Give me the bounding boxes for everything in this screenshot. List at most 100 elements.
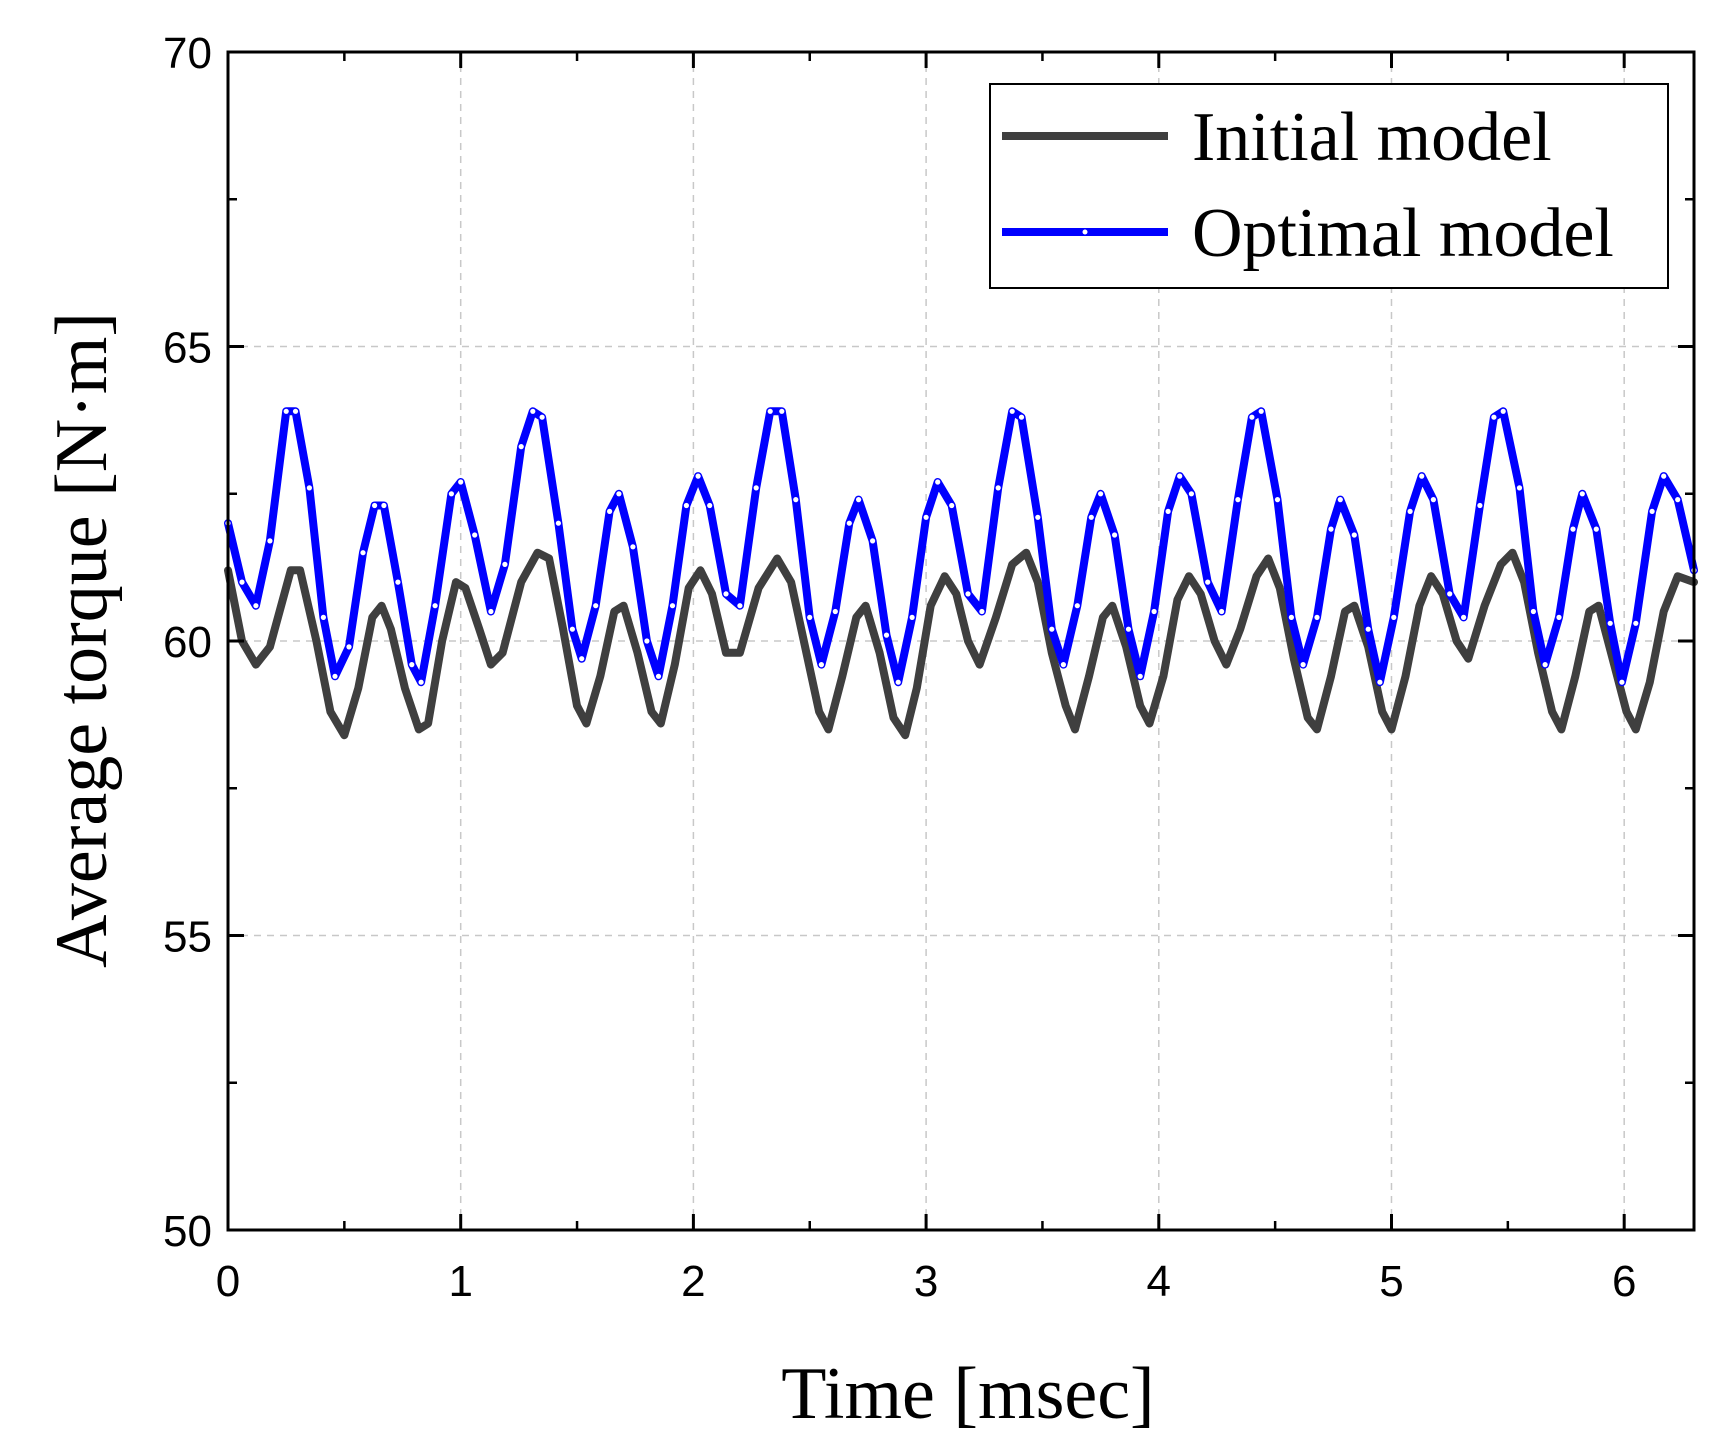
y-tick-label: 65 (163, 324, 212, 373)
data-point-optimal-model (1491, 414, 1497, 420)
data-point-optimal-model (856, 497, 862, 503)
data-point-optimal-model (569, 626, 576, 632)
data-point-optimal-model (360, 550, 366, 556)
data-point-optimal-model (409, 662, 415, 668)
data-point-optimal-model (1477, 502, 1483, 509)
data-point-optimal-model (1391, 614, 1397, 621)
data-point-optimal-model (1649, 508, 1655, 514)
data-point-optimal-model (1633, 620, 1639, 626)
series-lines (224, 407, 1698, 740)
data-point-optimal-model (644, 638, 650, 644)
data-point-optimal-model (372, 502, 378, 509)
data-point-optimal-model (1035, 514, 1041, 520)
data-point-optimal-model (320, 614, 326, 621)
x-tick-label: 0 (216, 1257, 240, 1306)
data-point-optimal-model (1137, 673, 1143, 679)
data-point-optimal-model (579, 656, 585, 662)
data-point-optimal-model (1351, 532, 1357, 538)
data-point-optimal-model (832, 608, 838, 615)
data-point-optimal-model (418, 679, 424, 685)
data-point-optimal-model (332, 673, 338, 679)
legend-marker-optimal-model (1082, 229, 1088, 235)
data-point-optimal-model (883, 632, 890, 638)
data-point-optimal-model (767, 408, 773, 414)
data-point-optimal-model (539, 414, 545, 420)
data-point-optimal-model (1205, 579, 1211, 585)
y-axis-title: Average torque [N·m] (41, 312, 123, 968)
data-point-optimal-model (1235, 497, 1241, 503)
x-tick-label: 4 (1147, 1257, 1171, 1306)
data-point-optimal-model (616, 491, 622, 497)
data-point-optimal-model (292, 408, 299, 414)
data-point-optimal-model (1619, 679, 1625, 685)
data-point-optimal-model (695, 473, 701, 479)
data-point-optimal-model (1365, 626, 1371, 632)
x-axis-title: Time [msec] (781, 1353, 1154, 1435)
data-point-optimal-model (935, 479, 941, 485)
data-point-optimal-model (458, 479, 464, 485)
data-point-optimal-model (1074, 603, 1080, 609)
data-point-optimal-model (1661, 473, 1667, 479)
data-point-optimal-model (683, 502, 690, 509)
data-point-optimal-model (593, 603, 599, 609)
data-point-optimal-model (1151, 608, 1157, 615)
data-point-optimal-model (995, 485, 1001, 491)
data-point-optimal-model (239, 579, 245, 585)
data-point-optimal-model (923, 514, 929, 520)
data-point-optimal-model (1314, 614, 1320, 621)
data-point-optimal-model (472, 532, 478, 538)
data-point-optimal-model (1593, 526, 1599, 532)
data-point-optimal-model (669, 603, 676, 609)
legend-label-initial-model: Initial model (1192, 99, 1552, 176)
data-point-optimal-model (1274, 497, 1281, 503)
data-point-optimal-model (1461, 614, 1467, 621)
data-point-optimal-model (1188, 491, 1194, 497)
data-point-optimal-model (1447, 591, 1453, 597)
data-point-optimal-model (793, 497, 799, 503)
data-point-optimal-model (807, 614, 813, 621)
y-tick-label: 55 (163, 913, 212, 962)
data-point-optimal-model (1088, 514, 1094, 520)
data-point-optimal-model (1258, 408, 1264, 414)
data-point-optimal-model (818, 662, 825, 668)
data-point-optimal-model (1516, 485, 1523, 491)
data-point-optimal-model (1570, 526, 1576, 532)
data-point-optimal-model (707, 502, 713, 509)
data-point-optimal-model (1530, 608, 1536, 615)
data-point-optimal-model (965, 591, 971, 597)
data-point-optimal-model (737, 603, 743, 609)
y-tick-label: 70 (163, 29, 212, 78)
data-point-optimal-model (1049, 626, 1055, 632)
x-tick-label: 3 (914, 1257, 938, 1306)
data-point-optimal-model (1556, 614, 1562, 621)
data-point-optimal-model (779, 408, 785, 414)
axis-ticks (226, 50, 1694, 1232)
x-tick-label: 5 (1379, 1257, 1403, 1306)
data-point-optimal-model (253, 603, 259, 609)
legend-box (989, 83, 1669, 289)
data-point-optimal-model (432, 603, 438, 609)
data-point-optimal-model (1377, 679, 1383, 685)
data-point-optimal-model (1328, 526, 1334, 532)
x-tick-label: 1 (448, 1257, 472, 1306)
data-point-optimal-model (895, 679, 901, 685)
legend: Initial model Optimal model (989, 83, 1669, 289)
data-point-optimal-model (607, 508, 613, 514)
data-point-optimal-model (1419, 473, 1425, 479)
data-point-optimal-model (1098, 491, 1104, 497)
data-point-optimal-model (555, 520, 562, 526)
data-point-optimal-model (395, 579, 401, 585)
data-point-optimal-model (979, 608, 985, 615)
data-point-optimal-model (1542, 662, 1548, 668)
data-point-optimal-model (1009, 408, 1015, 414)
data-point-optimal-model (488, 608, 494, 615)
data-point-optimal-model (949, 502, 955, 509)
data-point-optimal-model (1112, 532, 1118, 538)
data-point-optimal-model (655, 673, 662, 679)
data-point-optimal-model (1579, 491, 1585, 497)
data-point-optimal-model (846, 520, 852, 526)
data-point-optimal-model (518, 444, 524, 450)
x-tick-label: 6 (1612, 1257, 1636, 1306)
legend-label-optimal-model: Optimal model (1192, 195, 1614, 272)
